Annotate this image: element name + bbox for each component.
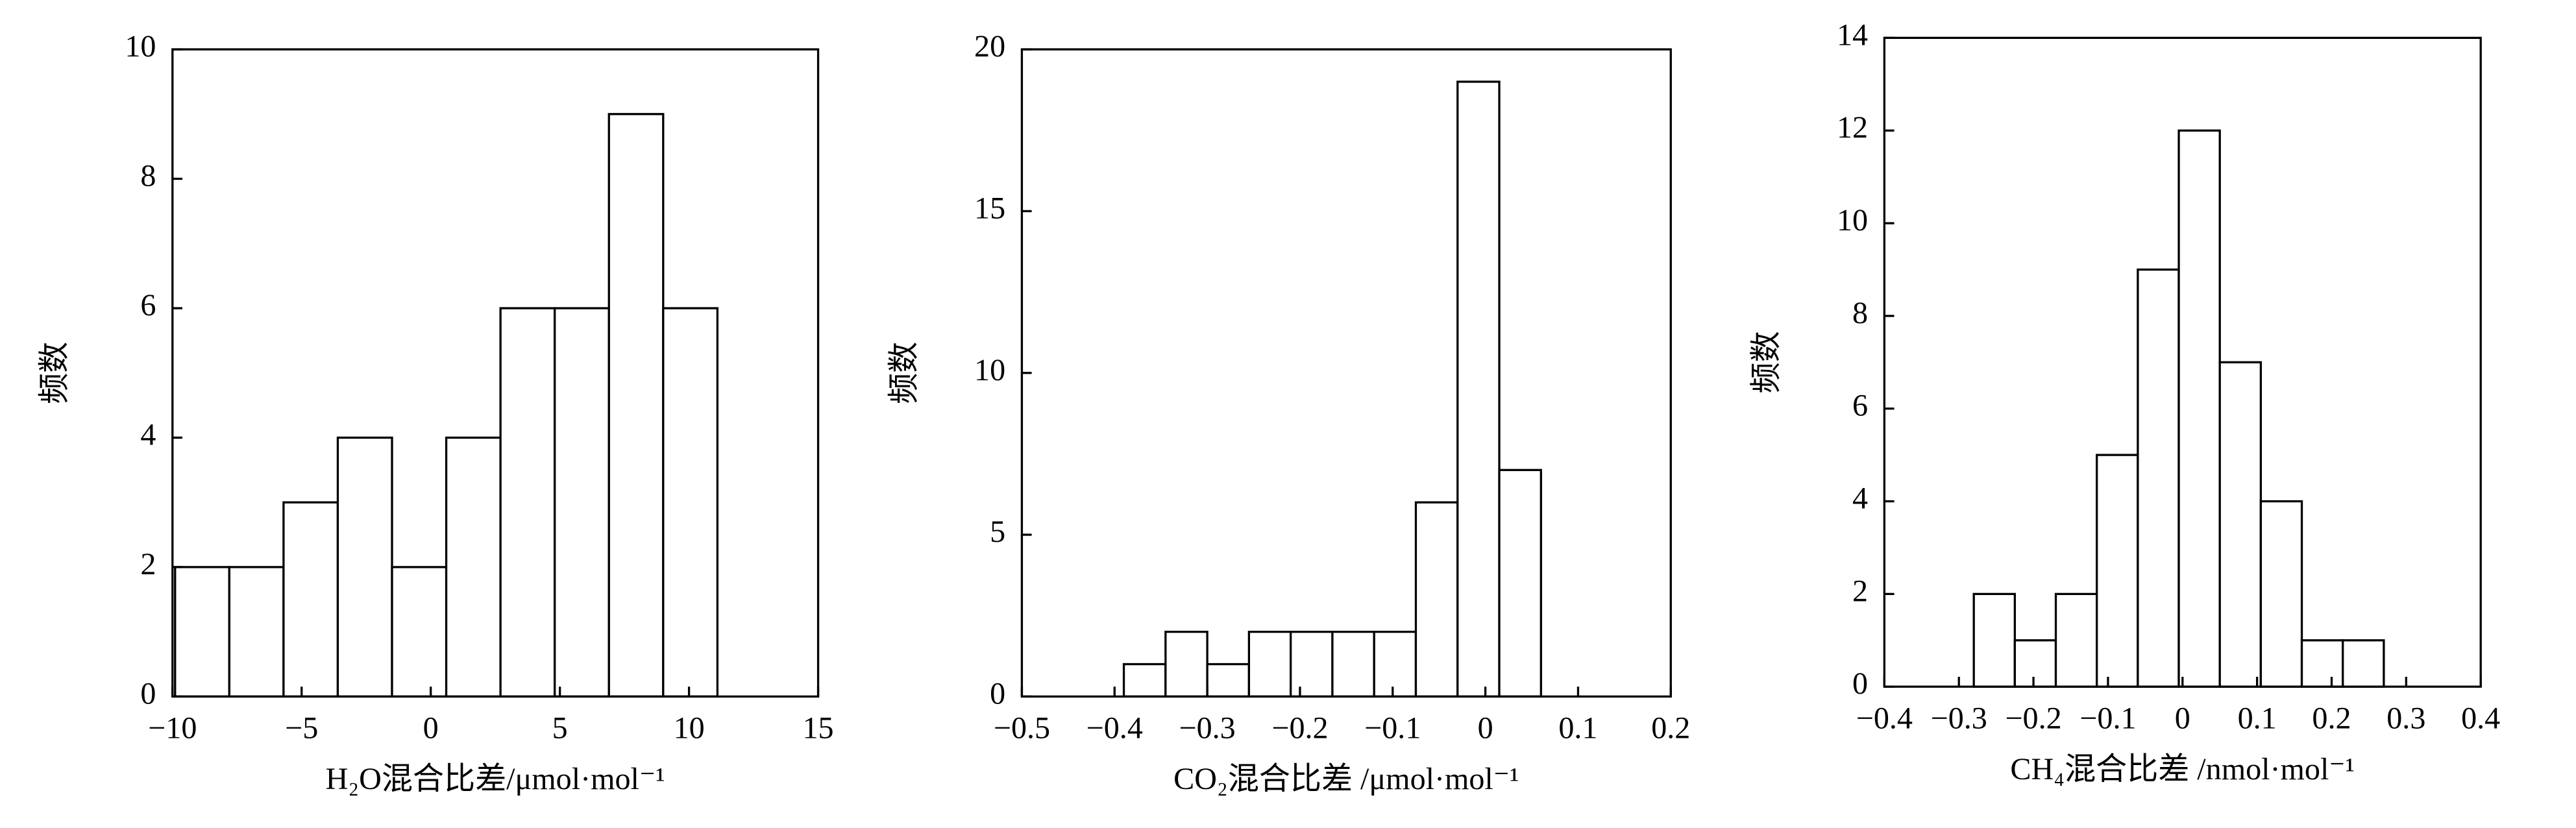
bar [662, 307, 719, 698]
x-tick-label: 0 [2175, 701, 2190, 735]
y-tick-label: 2 [1852, 574, 1868, 608]
bar [2177, 129, 2221, 688]
bar [1331, 630, 1375, 698]
x-tick-label: 0.3 [2386, 701, 2425, 735]
bar [2342, 639, 2385, 688]
bar [1972, 592, 2016, 688]
x-tick-label: 0 [1478, 711, 1493, 746]
bar [1456, 80, 1501, 698]
y-tick-label: 4 [1852, 481, 1868, 516]
x-tick-label: −0.4 [1086, 711, 1143, 746]
x-tick-label: −0.3 [1931, 701, 1987, 735]
y-axis-label: 频数 [1749, 331, 1784, 393]
y-tick-label: 0 [990, 676, 1005, 711]
y-tick-label: 6 [140, 288, 156, 323]
bar [1122, 663, 1167, 698]
bar [2259, 500, 2303, 688]
bar [1164, 630, 1208, 698]
x-tick-label: 15 [803, 711, 834, 746]
x-tick-label: −0.4 [1856, 701, 1913, 735]
x-axis-label: CO₂混合比差 /μmol·mol⁻¹ [1173, 762, 1519, 796]
x-tick-label: 5 [552, 711, 568, 746]
bar [1373, 630, 1417, 698]
bar [499, 307, 556, 698]
y-tick-label: 12 [1837, 110, 1868, 145]
x-tick-label: −5 [285, 711, 318, 746]
bar [445, 436, 502, 698]
x-tick-label: −0.3 [1179, 711, 1235, 746]
y-tick-label: 0 [140, 676, 156, 711]
x-tick-label: −10 [148, 711, 197, 746]
bar [607, 113, 665, 698]
x-tick-label: 0.4 [2461, 701, 2500, 735]
y-tick-label: 10 [974, 353, 1005, 387]
y-tick-label: 10 [1837, 203, 1868, 237]
bar [391, 566, 448, 698]
x-tick-label: 0.2 [2312, 701, 2351, 735]
y-tick-label: 8 [1852, 296, 1868, 330]
plot-frame [171, 48, 820, 698]
y-tick-label: 14 [1837, 18, 1868, 52]
y-tick-label: 5 [990, 515, 1005, 549]
x-tick-label: −0.2 [1271, 711, 1328, 746]
bar [1414, 501, 1459, 698]
x-tick-label: −0.1 [1364, 711, 1421, 746]
bar [1206, 663, 1251, 698]
y-tick-label: 15 [974, 191, 1005, 225]
bar [336, 436, 393, 698]
bar [2137, 268, 2180, 688]
y-tick-label: 6 [1852, 389, 1868, 423]
x-tick-label: 0.1 [1558, 711, 1597, 746]
x-tick-label: 0.2 [1651, 711, 1690, 746]
bar [2218, 361, 2263, 688]
bar [2300, 639, 2344, 688]
y-tick-label: 2 [140, 547, 156, 581]
bar [2054, 592, 2098, 688]
bar [2096, 454, 2139, 688]
bar [554, 307, 610, 698]
bar [1498, 469, 1542, 698]
y-tick-label: 4 [140, 417, 156, 452]
y-axis-label: 频数 [38, 342, 72, 404]
x-tick-label: −0.1 [2079, 701, 2136, 735]
y-tick-label: 10 [125, 29, 156, 64]
x-tick-label: 10 [674, 711, 705, 746]
x-tick-label: −0.2 [2005, 701, 2061, 735]
bar [174, 566, 230, 698]
x-tick-label: 0 [423, 711, 439, 746]
x-axis-label: CH₄混合比差 /nmol·mol⁻¹ [2010, 752, 2355, 786]
x-tick-label: −0.5 [994, 711, 1050, 746]
bar [228, 566, 285, 698]
y-tick-label: 20 [974, 29, 1005, 64]
x-tick-label: 0.1 [2238, 701, 2277, 735]
y-tick-label: 8 [140, 159, 156, 193]
bar [1247, 630, 1292, 698]
y-tick-label: 0 [1852, 666, 1868, 701]
y-axis-label: 频数 [887, 342, 921, 404]
plot-frame [1020, 48, 1672, 698]
bar [282, 501, 339, 698]
x-axis-label: H₂O混合比差/μmol·mol⁻¹ [326, 762, 665, 796]
bar [2013, 639, 2057, 688]
bar [1290, 630, 1334, 698]
